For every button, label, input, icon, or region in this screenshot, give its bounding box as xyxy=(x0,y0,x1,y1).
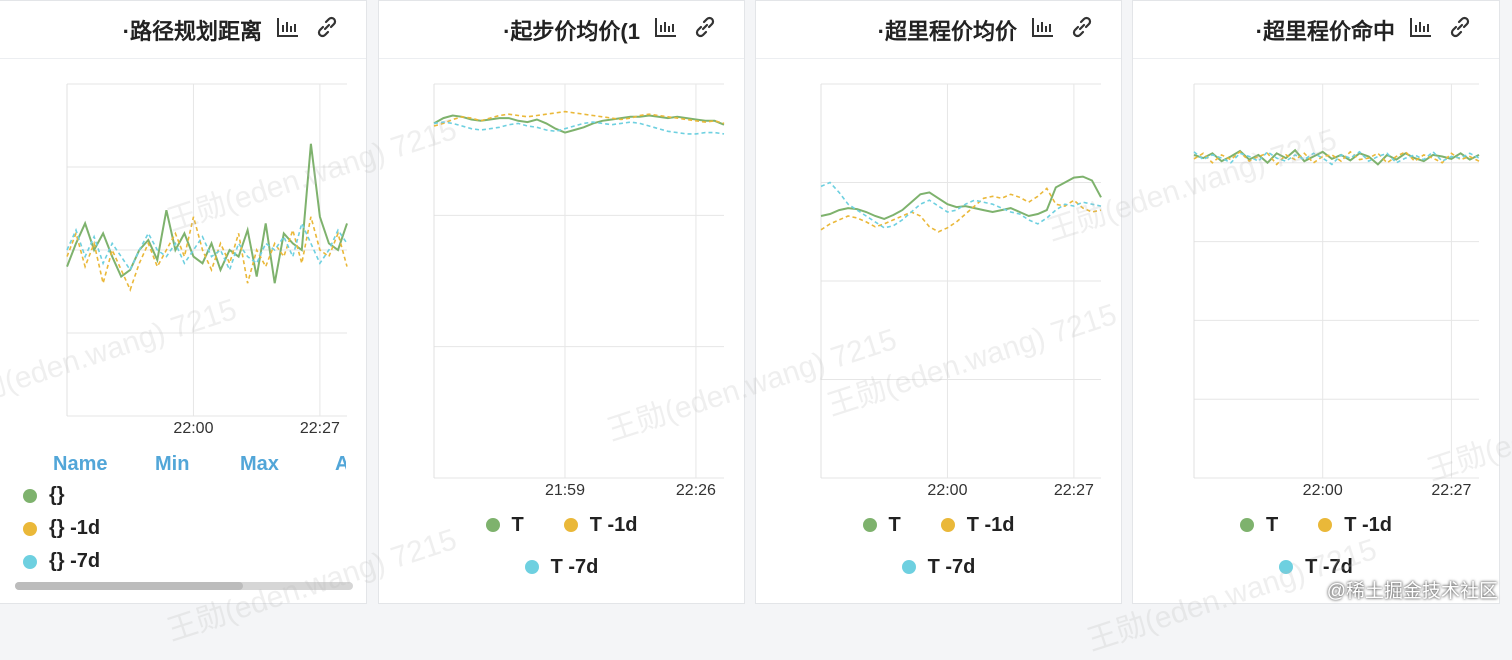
series-line xyxy=(66,221,348,273)
panel-header: ·路径规划距离 xyxy=(0,1,366,59)
chart-icon xyxy=(276,16,300,43)
site-mark: @稀土掘金技术社区 xyxy=(1326,581,1498,602)
x-tick-label: 22:27 xyxy=(1431,482,1471,499)
panel-title: ·路径规划距离 xyxy=(122,18,262,44)
legend-dot xyxy=(862,518,877,532)
legend-item: T -1d xyxy=(1318,513,1392,537)
x-tick-label: 22:00 xyxy=(1303,482,1343,499)
legend-dot xyxy=(23,521,37,536)
x-tick-label: 22:26 xyxy=(676,482,716,499)
legend-item: T xyxy=(485,513,524,537)
legend-name: {} -1d xyxy=(49,517,101,539)
legend-column-header[interactable]: Name xyxy=(53,453,108,475)
legend-table: Name Min Max Avg {} {} -1d {} -7d xyxy=(0,449,346,578)
x-tick-label: 22:00 xyxy=(173,420,213,437)
legend-dot xyxy=(1279,560,1294,574)
panel-title: ·超里程价命中 xyxy=(1255,18,1395,44)
series-line xyxy=(433,121,725,135)
legend-dot xyxy=(524,560,539,574)
plot: 22:00 22:27 xyxy=(1193,83,1480,499)
panel: ·超里程价均价 22:00 22:27 T T -1d T -7d xyxy=(755,0,1122,604)
legend-item: T -7d xyxy=(901,555,976,579)
legend-name: T -7d xyxy=(927,555,976,578)
legend-name: {} -7d xyxy=(49,550,101,572)
legend-row: {} -1d xyxy=(0,512,346,545)
legend-name: T -7d xyxy=(1305,555,1353,578)
legend-dot xyxy=(901,560,916,574)
panel: ·路径规划距离 22:00 22:27 Name Min Max Avg {} {} -1d {}… xyxy=(0,0,367,604)
legend-dot xyxy=(485,518,500,532)
scrollbar xyxy=(15,582,353,590)
legend-items: T T -1d T -7d xyxy=(824,513,1054,579)
legend-item: T -7d xyxy=(524,555,599,579)
legend-name: T xyxy=(888,513,901,536)
link-icon[interactable] xyxy=(1069,14,1095,45)
legend-name: T -1d xyxy=(1344,513,1392,536)
plot: 21:59 22:26 xyxy=(433,83,725,499)
legend: T T -1d T -7d xyxy=(379,513,744,579)
legend-header: Name Min Max Avg xyxy=(0,449,346,479)
panel: ·起步价均价(1 21:59 22:26 T T -1d T -7d xyxy=(378,0,745,604)
legend-item: T -7d xyxy=(1279,555,1353,579)
legend-name: T -1d xyxy=(966,513,1015,536)
x-tick-label: 22:27 xyxy=(1054,482,1094,499)
legend-dot xyxy=(940,518,955,532)
legend-column-header[interactable]: Avg xyxy=(335,453,346,476)
legend-column-header[interactable]: Min xyxy=(155,453,190,475)
legend-name: T -1d xyxy=(589,513,638,536)
legend-name: T -7d xyxy=(550,555,599,578)
link-icon[interactable] xyxy=(692,14,718,45)
chart-icon xyxy=(654,16,678,43)
legend-name: T xyxy=(1266,513,1279,536)
panel-header: ·超里程价命中 xyxy=(1133,1,1499,59)
link-icon[interactable] xyxy=(1447,14,1473,45)
series-line xyxy=(433,110,725,127)
legend-item: T xyxy=(862,513,901,537)
legend-name: {} xyxy=(49,484,65,506)
legend-item: T xyxy=(1240,513,1278,537)
legend-item: T -1d xyxy=(940,513,1015,537)
x-tick-label: 22:27 xyxy=(300,420,340,437)
series-line xyxy=(1193,148,1480,166)
series-line xyxy=(66,143,348,284)
legend-items: T T -1d T -7d xyxy=(1201,513,1431,579)
legend-item: T -1d xyxy=(563,513,638,537)
legend-dot xyxy=(23,554,37,569)
legend-row: {} xyxy=(0,479,346,512)
link-icon[interactable] xyxy=(314,14,340,45)
legend-items: T T -1d T -7d xyxy=(447,513,677,579)
legend-dot xyxy=(563,518,578,532)
series-line xyxy=(1193,150,1480,166)
plot: 22:00 22:27 xyxy=(820,83,1102,499)
panel: ·超里程价命中 22:00 22:27 T T -1d T -7d xyxy=(1132,0,1500,604)
panel-header: ·起步价均价(1 xyxy=(379,1,744,59)
x-tick-label: 22:00 xyxy=(927,482,967,499)
legend-column-header[interactable]: Max xyxy=(240,453,279,475)
legend-dot xyxy=(1240,518,1254,532)
panel-header: ·超里程价均价 xyxy=(756,1,1121,59)
series-line xyxy=(66,216,348,292)
legend-name: T xyxy=(511,513,524,536)
legend: T T -1d T -7d xyxy=(1133,513,1499,579)
legend-dot xyxy=(23,488,37,503)
panel-title: ·起步价均价(1 xyxy=(503,18,640,44)
legend: T T -1d T -7d xyxy=(756,513,1121,579)
panel-title: ·超里程价均价 xyxy=(877,18,1017,44)
scroll-thumb xyxy=(15,582,243,590)
chart-icon xyxy=(1031,16,1055,43)
series-line xyxy=(820,187,1102,233)
series-line xyxy=(1193,150,1480,166)
plot: 22:00 22:27 xyxy=(66,83,348,437)
legend-row: {} -7d xyxy=(0,545,346,578)
series-line xyxy=(820,181,1102,229)
chart-icon xyxy=(1409,16,1433,43)
legend-dot xyxy=(1318,518,1333,532)
x-tick-label: 21:59 xyxy=(545,482,585,499)
